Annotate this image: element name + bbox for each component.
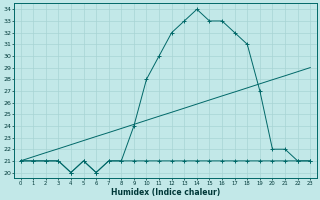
X-axis label: Humidex (Indice chaleur): Humidex (Indice chaleur) <box>111 188 220 197</box>
